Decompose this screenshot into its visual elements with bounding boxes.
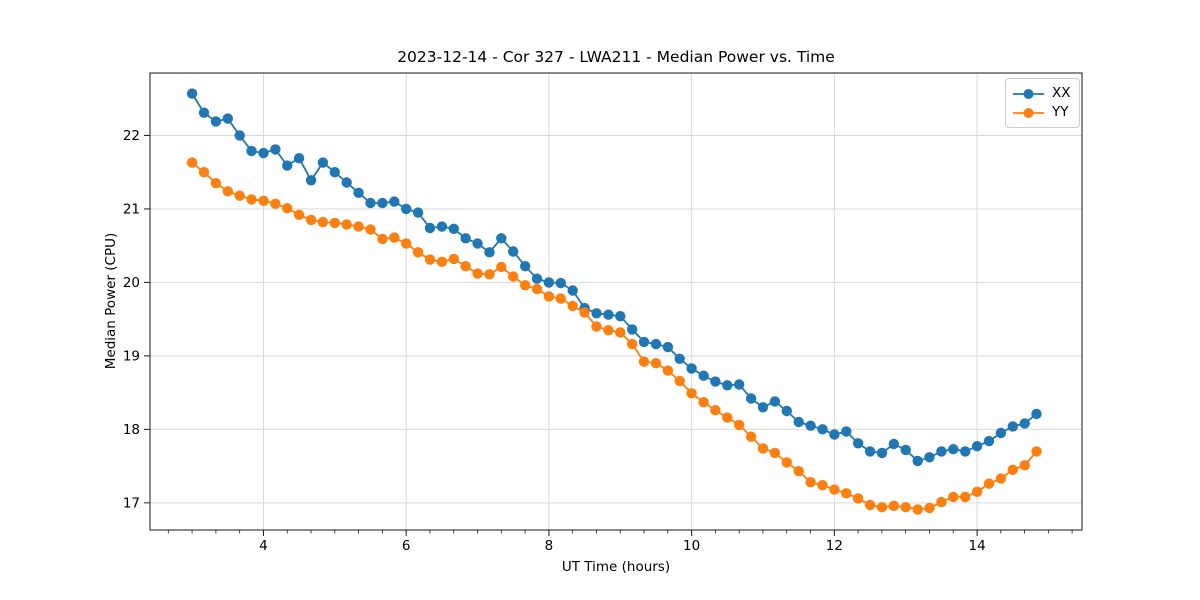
x-tick-label: 12: [826, 538, 843, 554]
x-axis-minor-ticks: [167, 530, 1073, 534]
y-axis-label: Median Power (CPU): [103, 232, 119, 370]
x-tick-label: 4: [259, 538, 268, 554]
y-tick-label: 18: [123, 422, 140, 438]
x-tick-label: 10: [683, 538, 700, 554]
legend-label-xx: XX: [1052, 85, 1071, 101]
y-tick-label: 19: [123, 348, 140, 364]
series-line-XX: [191, 93, 1038, 462]
x-tick-label: 8: [545, 538, 554, 554]
series-YY: [186, 157, 1042, 515]
legend-line-marker-icon: [1013, 88, 1044, 99]
y-tick-label: 22: [123, 128, 140, 144]
x-axis-label: UT Time (hours): [561, 559, 671, 575]
series-XX: [186, 88, 1042, 467]
y-axis-ticks: 17 18 19 20 21 22: [123, 128, 150, 511]
x-tick-label: 14: [969, 538, 986, 554]
x-tick-label: 6: [402, 538, 411, 554]
plot-frame: [149, 72, 1083, 531]
chart-title: 2023-12-14 - Cor 327 - LWA211 - Median P…: [397, 48, 835, 66]
y-tick-label: 21: [123, 201, 140, 217]
legend: XX YY: [1005, 78, 1080, 128]
grid-lines: [150, 73, 1082, 530]
legend-item-yy: YY: [1012, 103, 1074, 122]
series-line-YY: [191, 161, 1038, 511]
legend-label-yy: YY: [1052, 104, 1069, 120]
legend-line-marker-icon: [1013, 107, 1044, 118]
y-tick-label: 17: [123, 495, 140, 511]
y-tick-label: 20: [123, 275, 140, 291]
legend-item-xx: XX: [1012, 84, 1074, 103]
x-axis-ticks: 4 6 8 10 12 14: [259, 530, 986, 554]
